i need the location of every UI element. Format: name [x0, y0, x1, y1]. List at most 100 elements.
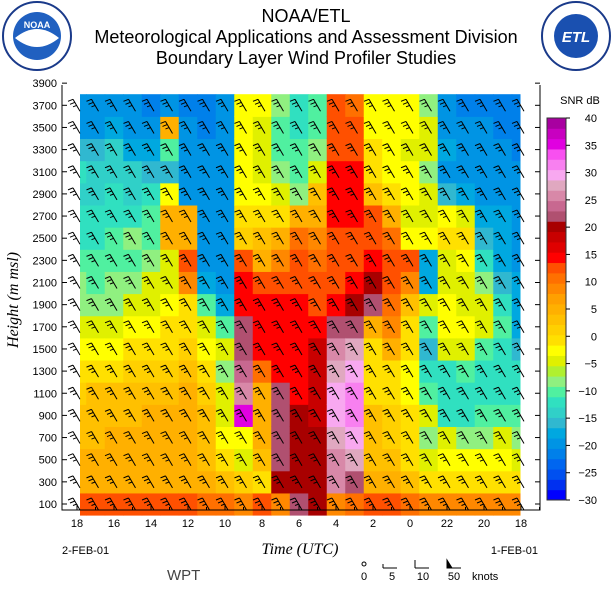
heatmap-cell: [456, 94, 476, 117]
wind-barb-icon: [141, 475, 155, 489]
wind-barb-icon: [86, 276, 99, 289]
heatmap-cell: [345, 492, 365, 516]
wind-barb-icon: [326, 320, 340, 334]
wind-barb-stroke: [493, 497, 506, 511]
heatmap-cell: [308, 138, 328, 162]
wind-barb-icon: [86, 298, 99, 311]
wind-barb-icon: [178, 475, 192, 489]
x-tick-label: 12: [182, 518, 194, 530]
wind-barb-icon: [437, 209, 451, 223]
wind-barb-stroke: [252, 209, 266, 223]
wind-barb-stroke: [363, 165, 377, 179]
heatmap-cell: [400, 204, 420, 228]
wind-barb-stroke: [456, 209, 469, 223]
heatmap-cell: [474, 182, 494, 206]
heatmap-cell: [382, 448, 402, 472]
heatmap-cell: [289, 382, 309, 405]
heatmap-cell: [252, 404, 272, 427]
wind-barb-stroke: [289, 364, 303, 378]
wind-barb-stroke: [345, 342, 358, 356]
heatmap-cell: [363, 360, 383, 383]
heatmap-cell: [326, 293, 346, 317]
wind-barb-icon: [123, 364, 136, 378]
heatmap-cell: [80, 448, 87, 472]
heatmap-cell: [345, 94, 365, 117]
title-line-1: NOAA/ETL: [261, 6, 350, 26]
wind-barb-icon: [252, 298, 266, 311]
wind-barb-icon: [308, 408, 321, 422]
wind-barb-icon: [437, 231, 451, 245]
wind-barb-stroke: [271, 364, 284, 378]
wind-barb-stroke: [141, 453, 155, 466]
heatmap-cell: [123, 94, 143, 117]
wind-barb-icon: [308, 165, 321, 179]
heatmap-cell: [141, 448, 161, 472]
heatmap-cell: [104, 249, 124, 272]
heatmap-cell: [141, 271, 161, 295]
wind-barb-stroke: [86, 320, 99, 334]
wind-barb-stroke: [456, 408, 469, 422]
wind-barb-stroke: [326, 231, 340, 245]
heatmap-cell: [326, 360, 346, 383]
heatmap-cell: [400, 227, 420, 250]
wind-barb-icon: [86, 408, 99, 422]
y-tick-label: 1100: [33, 388, 57, 400]
colorbar-swatch: [547, 231, 566, 243]
wind-barb-stroke: [104, 320, 118, 334]
heatmap-cell: [86, 204, 106, 228]
wind-barb-stroke: [197, 98, 210, 112]
heatmap-cell: [326, 227, 346, 250]
wind-barb-icon: [141, 98, 155, 112]
wind-barb-stroke: [271, 143, 284, 156]
heatmap-cell: [86, 182, 106, 206]
wind-barb-icon: [234, 408, 247, 422]
heatmap-cell: [160, 426, 180, 450]
wind-barb-icon: [252, 475, 266, 489]
heatmap-cell: [104, 94, 124, 117]
colorbar-swatch: [547, 283, 566, 295]
wind-barb-icon: [215, 298, 229, 311]
wind-barb-icon: [382, 408, 395, 422]
wind-barb-stroke: [400, 475, 414, 489]
wind-barb-stroke: [308, 497, 321, 511]
heatmap-cell: [437, 138, 457, 162]
wind-barb-stroke: [437, 276, 451, 289]
wind-barb-stroke: [474, 276, 488, 289]
colorbar-swatch: [547, 210, 566, 222]
wind-barb-icon: [474, 298, 488, 311]
wind-barb-stroke: [493, 431, 506, 444]
wind-barb-icon: [123, 453, 136, 466]
wind-barb-icon: [215, 231, 229, 245]
wind-barb-stroke: [86, 120, 99, 134]
heatmap-cell: [326, 448, 346, 472]
wind-barb-stroke: [456, 253, 469, 267]
wind-barb-icon: [419, 276, 432, 289]
wind-barb-stroke: [345, 497, 358, 511]
heatmap-cell: [234, 404, 254, 427]
x-tick-label: 18: [515, 518, 527, 530]
wind-barb-icon: [252, 408, 266, 422]
heatmap-cell: [345, 138, 365, 162]
heatmap-cell: [456, 138, 476, 162]
wind-barb-icon: [123, 231, 136, 245]
heatmap-cell: [474, 293, 494, 317]
wind-barb-stroke: [456, 431, 469, 444]
wind-barb-icon: [289, 364, 303, 378]
wind-barb-icon: [345, 408, 358, 422]
wind-barb-stroke: [437, 209, 451, 223]
heatmap-cell: [400, 116, 420, 140]
wind-barb-stroke: [363, 342, 377, 356]
heatmap-cell: [326, 404, 346, 427]
heatmap-cell: [308, 315, 328, 339]
heatmap-cell: [160, 360, 180, 383]
colorbar-swatch: [547, 179, 566, 191]
wind-barb-stroke: [160, 231, 173, 245]
wind-barb-stroke: [326, 386, 340, 400]
heatmap-cell: [345, 249, 365, 272]
heatmap-cell: [419, 271, 439, 295]
heatmap-cell: [234, 182, 254, 206]
wind-barb-icon: [437, 143, 451, 156]
heatmap-cell: [252, 94, 272, 117]
heatmap-cell: [178, 271, 198, 295]
heatmap-cell: [308, 227, 328, 250]
